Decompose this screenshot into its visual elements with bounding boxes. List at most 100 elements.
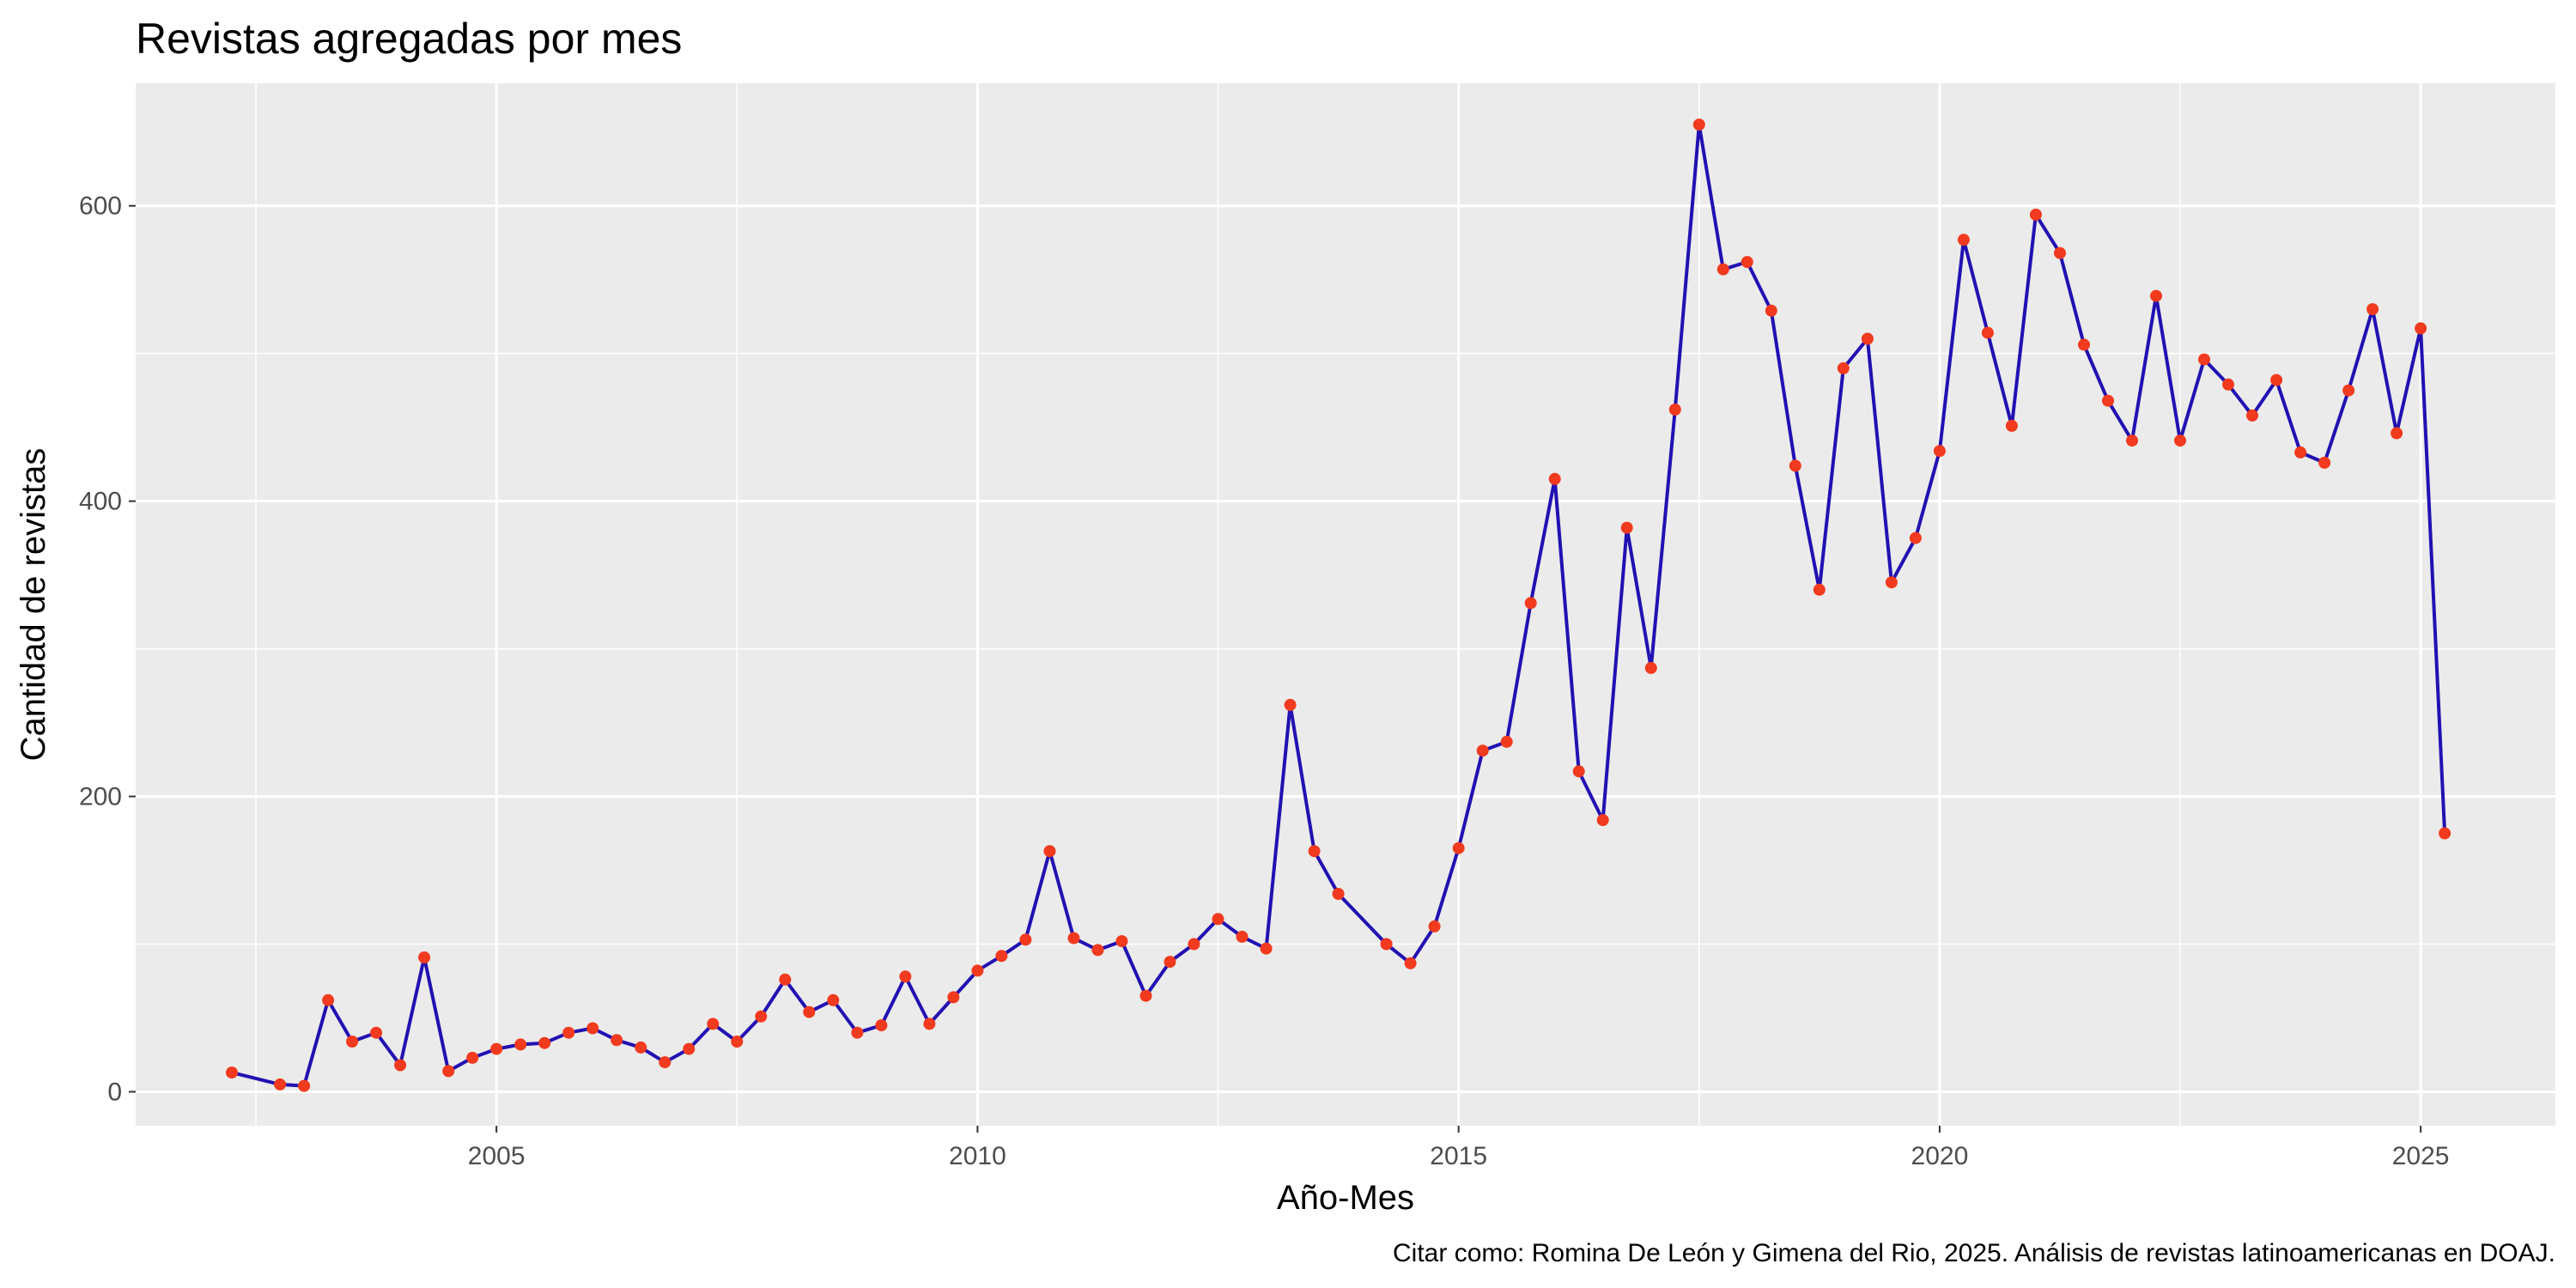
data-point: [1260, 942, 1273, 955]
data-point: [827, 993, 840, 1006]
x-tick-label: 2005: [468, 1142, 526, 1170]
data-point: [635, 1041, 647, 1054]
data-point: [923, 1018, 936, 1030]
data-point: [2439, 827, 2451, 840]
x-tick-label: 2015: [1430, 1142, 1487, 1170]
data-point: [2126, 434, 2138, 447]
caption: Citar como: Romina De León y Gimena del …: [1393, 1239, 2555, 1267]
data-point: [1115, 935, 1128, 948]
data-point: [466, 1051, 479, 1064]
data-point: [586, 1022, 599, 1035]
data-point: [2198, 353, 2210, 366]
data-point: [971, 964, 984, 977]
data-point: [2005, 419, 2018, 432]
data-point: [394, 1059, 407, 1072]
data-point: [1620, 521, 1633, 534]
data-point: [1692, 118, 1705, 131]
x-tick-label: 2020: [1911, 1142, 1969, 1170]
x-axis-tick-labels: 2005 2010 2015 2020 2025: [468, 1126, 2450, 1170]
data-points: [226, 118, 2451, 1092]
data-point: [1789, 459, 1801, 472]
data-point: [298, 1079, 311, 1092]
data-point: [1572, 765, 1585, 778]
data-point: [2174, 434, 2186, 447]
data-point: [1428, 920, 1441, 933]
data-point: [2054, 246, 2066, 259]
grid-lines: [136, 83, 2555, 1126]
data-point: [1452, 841, 1465, 854]
data-point: [1741, 256, 1753, 269]
chart-title: Revistas agregadas por mes: [136, 15, 682, 63]
data-point: [346, 1036, 359, 1048]
y-tick-label: 400: [79, 488, 122, 516]
data-point: [1500, 735, 1513, 748]
data-point: [1043, 845, 1056, 858]
data-point: [2294, 446, 2307, 459]
data-point: [514, 1038, 527, 1051]
data-point: [490, 1042, 503, 1055]
data-point: [1188, 938, 1200, 951]
data-point: [1716, 263, 1729, 276]
data-point: [1813, 583, 1826, 596]
data-point: [1524, 597, 1537, 610]
data-point: [1476, 744, 1489, 757]
data-point: [683, 1042, 696, 1055]
y-tick-label: 200: [79, 783, 122, 811]
data-point: [562, 1026, 575, 1039]
data-point: [1957, 234, 1970, 246]
data-point: [322, 993, 335, 1006]
data-point: [442, 1065, 455, 1078]
data-point: [995, 950, 1008, 963]
data-point: [2102, 394, 2114, 407]
data-point: [1163, 956, 1176, 969]
data-point: [2150, 289, 2162, 302]
data-point: [1212, 913, 1224, 926]
data-point: [899, 970, 912, 983]
data-point: [1668, 404, 1681, 416]
data-point: [2222, 378, 2234, 391]
y-tick-label: 600: [79, 192, 122, 221]
data-point: [611, 1034, 623, 1047]
data-point: [538, 1036, 551, 1049]
data-point: [418, 951, 431, 963]
data-point: [274, 1078, 287, 1091]
data-point: [1596, 814, 1609, 827]
data-point: [1885, 576, 1898, 589]
data-point: [1548, 472, 1561, 485]
data-point: [875, 1019, 888, 1032]
x-tick-label: 2025: [2392, 1142, 2450, 1170]
data-point: [2078, 338, 2090, 351]
data-point: [851, 1026, 864, 1039]
data-point: [1380, 938, 1393, 951]
data-point: [1644, 661, 1657, 674]
data-point: [803, 1005, 816, 1018]
data-point: [2366, 303, 2379, 316]
data-point: [1933, 445, 1946, 458]
data-point: [2342, 384, 2355, 397]
data-point: [731, 1036, 744, 1048]
data-point: [1981, 326, 1994, 339]
data-point: [755, 1010, 768, 1023]
data-point: [1861, 332, 1874, 345]
data-point: [1909, 532, 1922, 544]
data-point: [2270, 374, 2283, 386]
data-point: [1236, 930, 1249, 943]
data-point: [707, 1018, 720, 1030]
data-point: [2318, 456, 2331, 469]
data-point: [1067, 932, 1080, 945]
data-point: [1019, 933, 1032, 946]
data-point: [1837, 361, 1850, 374]
data-point: [659, 1056, 671, 1069]
data-point: [2415, 322, 2427, 335]
data-point: [1332, 888, 1345, 900]
data-point: [2391, 427, 2403, 440]
y-tick-label: 0: [107, 1078, 122, 1106]
data-point: [1404, 957, 1417, 969]
x-axis-title: Año-Mes: [1277, 1179, 1414, 1217]
plot-panel: [136, 83, 2555, 1126]
data-point: [2246, 409, 2258, 422]
y-axis-title: Cantidad de revistas: [15, 448, 52, 762]
data-point: [1284, 698, 1297, 711]
data-point: [1139, 989, 1152, 1002]
